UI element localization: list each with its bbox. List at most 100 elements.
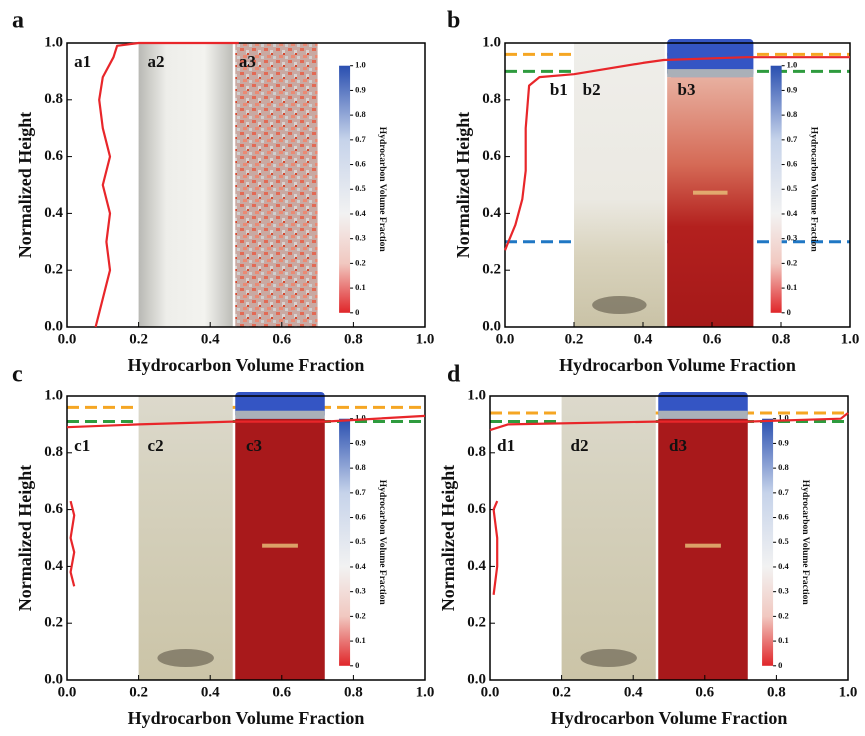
colorbar-tick-label: 0.5 <box>778 536 789 546</box>
y-tick-label: 0.2 <box>44 262 63 278</box>
colorbar-tick-label: 0.1 <box>355 635 366 645</box>
heat-map-band <box>235 410 325 419</box>
sub-label: c2 <box>148 436 164 455</box>
sub-label: a3 <box>239 52 256 71</box>
photo <box>138 396 233 680</box>
heat-map <box>235 418 325 680</box>
x-tick-label: 1.0 <box>841 331 860 347</box>
colorbar-title: Hydrocarbon Volume Fraction <box>800 480 810 606</box>
panel-label: d <box>447 362 461 388</box>
colorbar-tick-label: 0.5 <box>355 536 366 546</box>
colorbar-tick-label: 0.8 <box>787 109 798 119</box>
heat-map-stripe <box>693 190 728 195</box>
y-tick-label: 1.0 <box>467 387 486 403</box>
colorbar-tick-label: 0 <box>355 660 359 670</box>
colorbar <box>762 418 774 666</box>
y-tick-label: 0.6 <box>482 148 501 164</box>
colorbar-tick-label: 1.0 <box>778 413 789 423</box>
y-tick-label: 0.4 <box>44 205 63 221</box>
x-tick-label: 0.4 <box>634 331 653 347</box>
colorbar-tick-label: 0.6 <box>355 512 366 522</box>
colorbar-tick-label: 0.8 <box>355 109 366 119</box>
panel-label: a <box>12 8 24 34</box>
colorbar-tick-label: 0.2 <box>778 610 789 620</box>
panel-label: c <box>12 362 23 388</box>
y-tick-label: 0.8 <box>482 91 501 107</box>
colorbar-tick-label: 1.0 <box>355 60 366 70</box>
colorbar-tick-label: 0.6 <box>787 159 798 169</box>
x-tick-label: 0.4 <box>201 331 220 347</box>
colorbar-tick-label: 0.7 <box>787 134 798 144</box>
photo <box>138 43 233 327</box>
colorbar-tick-label: 0.7 <box>778 487 789 497</box>
x-axis-label: Hydrocarbon Volume Fraction <box>128 708 365 728</box>
x-tick-label: 0.0 <box>58 684 77 700</box>
x-tick-label: 0.6 <box>695 684 714 700</box>
plot-frame <box>66 42 426 328</box>
sub-label: a1 <box>74 52 91 71</box>
colorbar-tick-label: 0.7 <box>355 134 366 144</box>
x-tick-label: 0.0 <box>496 331 515 347</box>
panel: d 0.0 0.2 0.4 0.6 0.8 1.0 0.0 0.2 0.4 0.6 0.8 1.0 Hyd… <box>438 362 857 729</box>
colorbar <box>339 418 351 666</box>
panel: c 0.0 0.2 0.4 0.6 0.8 1.0 0.0 0.2 0.4 0.6 0.8 1.0 Hyd… <box>12 362 434 729</box>
colorbar-tick-label: 1.0 <box>787 60 798 70</box>
sub-label: d2 <box>571 436 589 455</box>
colorbar-title: Hydrocarbon Volume Fraction <box>377 127 387 253</box>
x-tick-label: 1.0 <box>839 684 858 700</box>
y-tick-label: 0.2 <box>467 615 486 631</box>
y-tick-label: 0.0 <box>482 318 501 334</box>
y-axis-label: Normalized Height <box>15 465 35 611</box>
colorbar-title: Hydrocarbon Volume Fraction <box>808 127 818 253</box>
y-tick-label: 0.8 <box>44 444 63 460</box>
colorbar-tick-label: 0.1 <box>778 635 789 645</box>
y-axis-label: Normalized Height <box>15 112 35 258</box>
x-tick-label: 0.8 <box>767 684 786 700</box>
y-tick-label: 0.4 <box>44 558 63 574</box>
x-tick-label: 0.6 <box>272 684 291 700</box>
photo <box>561 396 656 680</box>
colorbar-tick-label: 0.9 <box>778 437 789 447</box>
heat-map <box>667 77 754 327</box>
sub-label: c1 <box>74 436 90 455</box>
heat-map-band <box>667 69 754 78</box>
colorbar-tick-label: 0.4 <box>787 208 798 218</box>
heat-map-band <box>658 410 748 419</box>
y-tick-label: 0.4 <box>482 205 501 221</box>
colorbar <box>770 65 782 313</box>
y-tick-label: 0.6 <box>467 501 486 517</box>
colorbar-tick-label: 0.3 <box>778 586 789 596</box>
plot-frame <box>504 42 851 328</box>
x-tick-label: 0.2 <box>552 684 571 700</box>
colorbar-tick-label: 0.6 <box>355 159 366 169</box>
data-line <box>503 56 850 251</box>
colorbar-tick-label: 0.2 <box>355 610 366 620</box>
y-tick-label: 0.6 <box>44 501 63 517</box>
colorbar-tick-label: 0.3 <box>355 586 366 596</box>
photo-base <box>157 649 214 667</box>
y-tick-label: 0.8 <box>44 91 63 107</box>
colorbar-tick-label: 0.4 <box>355 208 366 218</box>
colorbar-tick-label: 0.3 <box>355 233 366 243</box>
colorbar-tick-label: 0.5 <box>355 183 366 193</box>
y-tick-label: 0.6 <box>44 148 63 164</box>
y-tick-label: 0.2 <box>482 262 501 278</box>
colorbar-tick-label: 0.4 <box>778 561 789 571</box>
colorbar-tick-label: 0.5 <box>787 183 798 193</box>
colorbar-tick-label: 1.0 <box>355 413 366 423</box>
x-tick-label: 0.2 <box>129 331 148 347</box>
sub-label: b1 <box>550 80 568 99</box>
sub-label: b2 <box>583 80 601 99</box>
colorbar-tick-label: 0.2 <box>355 257 366 267</box>
y-tick-label: 1.0 <box>44 34 63 50</box>
sub-label: c3 <box>246 436 262 455</box>
heat-map <box>658 418 748 680</box>
sub-label: d3 <box>669 436 687 455</box>
x-tick-label: 0.4 <box>201 684 220 700</box>
x-tick-label: 1.0 <box>416 684 435 700</box>
sub-label: b3 <box>678 80 696 99</box>
colorbar-tick-label: 0 <box>355 307 359 317</box>
colorbar-tick-label: 0.8 <box>355 462 366 472</box>
sub-label: d1 <box>497 436 515 455</box>
x-tick-label: 0.8 <box>344 684 363 700</box>
